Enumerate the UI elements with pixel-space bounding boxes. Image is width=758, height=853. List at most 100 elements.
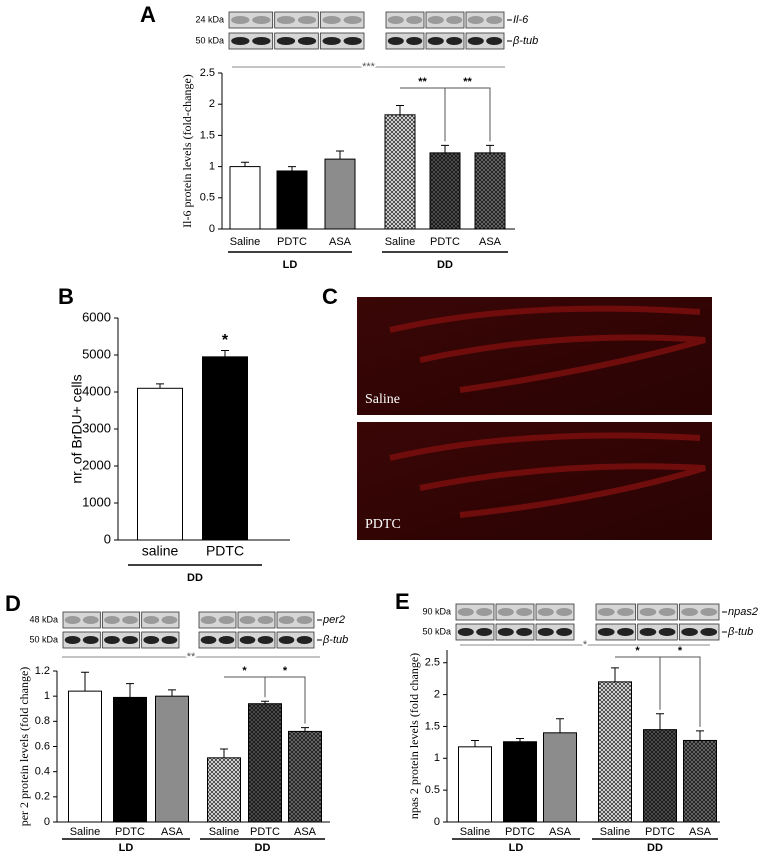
blot-band: [427, 16, 444, 24]
y-tick-label: 0: [44, 816, 50, 828]
blot-band: [681, 628, 698, 636]
error-bar: [221, 350, 229, 357]
panel-letter: E: [395, 589, 410, 614]
blot-lane: [465, 11, 505, 29]
blot-band: [467, 16, 484, 24]
x-tick-label: ASA: [329, 236, 352, 248]
blot-lane: [385, 11, 425, 29]
y-tick-label: 0: [209, 223, 215, 235]
blot-band: [387, 16, 404, 24]
blot-lane: [198, 631, 237, 649]
blot-label: Il-6: [513, 14, 529, 26]
blot-kda: 48 kDa: [29, 614, 58, 624]
significance-bracket: [224, 676, 266, 698]
blot-lane: [385, 32, 425, 50]
blot-band: [658, 608, 676, 616]
x-tick-label: ASA: [689, 826, 712, 838]
blot-band: [257, 636, 274, 644]
panel-letter: D: [5, 591, 21, 616]
image-label: Saline: [365, 392, 400, 407]
bar: [288, 730, 322, 823]
group-label: DD: [255, 842, 271, 853]
panel-letter: C: [322, 284, 338, 309]
bar: [598, 681, 632, 823]
y-tick-label: 1: [434, 752, 440, 764]
error-bar: [516, 738, 524, 742]
error-bar: [288, 166, 296, 171]
blot-band: [497, 608, 514, 616]
y-tick-label: 1000: [82, 494, 111, 509]
panel-letter: A: [140, 2, 156, 27]
blot-lane: [101, 611, 141, 629]
blot-band: [516, 608, 533, 616]
bar: [384, 114, 416, 230]
x-tick-label: ASA: [549, 826, 572, 838]
bar: [276, 170, 308, 230]
x-tick-label: Saline: [209, 826, 240, 838]
y-tick-label: 1.5: [425, 720, 440, 732]
x-tick-label: ASA: [161, 826, 184, 838]
blot-band: [104, 616, 120, 624]
blot-kda: 50 kDa: [29, 634, 58, 644]
error-bar: [81, 671, 89, 692]
y-tick-label: 2.5: [425, 657, 440, 669]
blot-lane: [198, 611, 237, 629]
blot-label: per2: [322, 614, 345, 626]
error-bar: [656, 713, 664, 730]
x-tick-label: ASA: [479, 236, 502, 248]
blot-band: [516, 628, 533, 636]
blot-band: [476, 628, 493, 636]
blot-lane: [678, 603, 720, 621]
blot-band: [252, 16, 271, 24]
blot-lane: [62, 611, 101, 629]
blot-band: [446, 16, 463, 24]
x-tick-label: ASA: [294, 826, 317, 838]
blot-band: [617, 608, 634, 616]
y-tick-label: 4000: [82, 383, 111, 398]
blot-lane: [455, 623, 495, 641]
blot-lane: [495, 603, 535, 621]
blot-band: [278, 616, 295, 624]
blot-band: [296, 616, 313, 624]
blot-lane: [276, 631, 315, 649]
bar: [643, 729, 677, 823]
blot-band: [276, 37, 296, 45]
significance-bracket: [265, 676, 306, 724]
blot-band: [476, 608, 493, 616]
y-tick-label: 2: [434, 688, 440, 700]
blot-band: [64, 616, 81, 624]
x-tick-label: Saline: [385, 236, 416, 248]
blot-lane: [274, 11, 319, 29]
error-bar: [696, 730, 704, 741]
blot-lane: [465, 32, 505, 50]
blot-lane: [495, 623, 535, 641]
blot-band: [122, 636, 138, 644]
blot-band: [218, 636, 235, 644]
blot-band: [200, 636, 217, 644]
x-tick-label: Saline: [230, 236, 261, 248]
blot-band: [252, 37, 271, 45]
group-label: LD: [509, 842, 524, 853]
blot-band: [658, 628, 676, 636]
blot-band: [556, 628, 573, 636]
group-label: LD: [283, 259, 298, 271]
significance-bracket: [660, 656, 701, 727]
bar: [324, 158, 356, 230]
blot-lane: [141, 631, 180, 649]
blot-band: [278, 636, 295, 644]
significance: **: [187, 651, 196, 663]
bar: [683, 739, 717, 823]
image-label: PDTC: [365, 517, 401, 532]
bar: [429, 152, 461, 230]
significance: *: [583, 639, 588, 651]
y-tick-label: 6000: [82, 309, 111, 324]
blot-lane: [637, 623, 678, 641]
blot-band: [700, 628, 718, 636]
error-bar: [301, 727, 309, 732]
error-bar: [471, 739, 479, 747]
y-tick-label: 1.5: [200, 129, 215, 141]
blot-band: [467, 37, 484, 45]
blot-band: [597, 608, 615, 616]
y-tick-label: 5000: [82, 346, 111, 361]
y-tick-label: 3000: [82, 420, 111, 435]
